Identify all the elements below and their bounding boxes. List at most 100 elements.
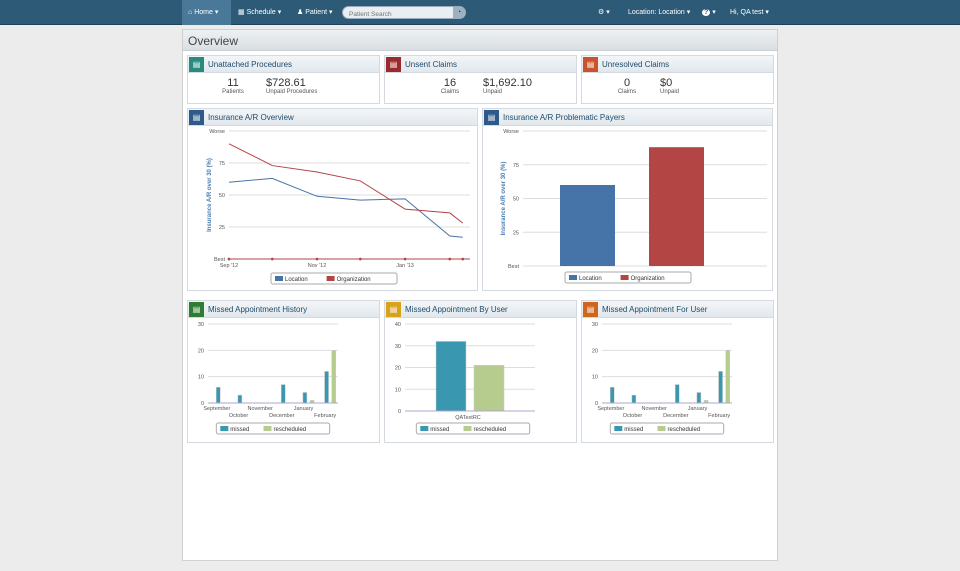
y-tick-label: 75 bbox=[219, 161, 225, 167]
legend-label: Location bbox=[579, 276, 602, 282]
summary-stat: 16 Claims bbox=[435, 77, 465, 95]
y-tick-label: 25 bbox=[219, 225, 225, 231]
y-tick-label: 40 bbox=[395, 322, 401, 328]
card-header: ▤ Missed Appointment By User bbox=[385, 301, 576, 318]
x-tick-label: Nov '12 bbox=[308, 263, 326, 269]
bar-missed bbox=[631, 394, 637, 404]
x-tick-label: October bbox=[229, 413, 249, 419]
y-tick-label: 30 bbox=[395, 344, 401, 350]
summary-card-0: ▤ Unattached Procedures 11 Patients $728.61 U… bbox=[187, 55, 380, 104]
x-tick-label: October bbox=[623, 413, 643, 419]
shield-icon: ▤ bbox=[189, 109, 204, 125]
legend-swatch bbox=[326, 276, 335, 281]
nav-patient[interactable]: ♟ Patient ▾ bbox=[297, 9, 333, 16]
x-tick-label: February bbox=[314, 413, 336, 419]
card-title: Missed Appointment For User bbox=[602, 304, 708, 314]
legend-swatch bbox=[620, 275, 629, 280]
series-line-location bbox=[228, 177, 463, 238]
y-tick-label: Worse bbox=[503, 129, 519, 135]
x-tick-label: September bbox=[597, 406, 624, 412]
calendar-user-icon: ▤ bbox=[583, 301, 598, 317]
legend-label: missed bbox=[230, 427, 249, 433]
legend bbox=[609, 422, 725, 435]
card-title: Unsent Claims bbox=[405, 59, 458, 69]
y-axis-label: Insurance A/R over 30 (%) bbox=[501, 162, 507, 236]
card-title: Insurance A/R Overview bbox=[208, 112, 294, 122]
legend bbox=[415, 422, 531, 435]
location-menu[interactable]: Location: Location ▾ bbox=[628, 9, 691, 16]
chart-svg: 0 10 20 30 40 QATestRC missed rescheduled bbox=[395, 322, 535, 435]
bar-missed bbox=[718, 371, 723, 404]
legend-label: rescheduled bbox=[274, 427, 307, 433]
nav-home-label: Home bbox=[194, 9, 213, 16]
card-header: ▤ Unsent Claims bbox=[385, 56, 576, 73]
stat-value: $728.61 bbox=[266, 77, 306, 89]
card-header: ▤ Unattached Procedures bbox=[188, 56, 379, 73]
nav-schedule[interactable]: ▦ Schedule ▾ bbox=[238, 9, 282, 16]
problematic-payers-card: ▤ Insurance A/R Problematic Payers Best 25 5… bbox=[482, 108, 773, 291]
shield-icon: ▤ bbox=[484, 109, 499, 125]
y-tick-label: 30 bbox=[592, 322, 598, 328]
stat-label: Claims bbox=[617, 89, 637, 95]
patient-search-input[interactable] bbox=[343, 9, 448, 20]
calendar-icon: ▤ bbox=[189, 301, 204, 317]
card-header: ▤ Missed Appointment For User bbox=[582, 301, 773, 318]
x-tick-label: December bbox=[663, 413, 689, 419]
missed-appointment-card: ▤ Missed Appointment For User 0 10 20 30 Septe… bbox=[581, 300, 774, 443]
stat-label: Claims bbox=[440, 89, 460, 95]
help-icon: ? bbox=[702, 9, 711, 16]
chart-svg: Best 25 50 75 Worse Insurance A/R over 30 (%)… bbox=[207, 129, 470, 285]
user-label: Hi, QA test bbox=[730, 9, 764, 16]
summary-stat: $0 Unpaid bbox=[660, 77, 679, 95]
location-label: Location: Location bbox=[628, 9, 685, 16]
y-tick-label: Best bbox=[508, 264, 519, 270]
stat-value: $1,692.10 bbox=[483, 77, 532, 89]
legend-swatch bbox=[420, 426, 429, 431]
search-icon[interactable]: ◔ bbox=[453, 7, 465, 18]
y-tick-label: 0 bbox=[595, 401, 598, 407]
bar-missed bbox=[435, 341, 467, 412]
y-tick-label: 0 bbox=[398, 409, 401, 415]
y-tick-label: 10 bbox=[395, 387, 401, 393]
nav-schedule-label: Schedule bbox=[246, 9, 276, 16]
claims-icon: ▤ bbox=[189, 56, 204, 72]
legend bbox=[215, 422, 331, 435]
legend-label: missed bbox=[624, 427, 643, 433]
legend-swatch bbox=[275, 276, 283, 281]
stat-value: 16 bbox=[443, 77, 457, 89]
bar-missed bbox=[302, 392, 308, 404]
stat-value: 0 bbox=[623, 77, 631, 89]
legend-swatch bbox=[569, 275, 577, 280]
nav-patient-label: Patient bbox=[305, 9, 328, 16]
settings-menu[interactable]: ⚙ ▾ bbox=[598, 9, 610, 16]
help-menu[interactable]: ? ▾ bbox=[702, 9, 716, 16]
legend-label: rescheduled bbox=[668, 427, 701, 433]
x-tick-label: September bbox=[203, 406, 230, 412]
card-header: ▤ Insurance A/R Overview bbox=[188, 109, 477, 126]
stat-label: Patients bbox=[222, 89, 244, 95]
bar-rescheduled bbox=[331, 350, 337, 404]
card-title: Missed Appointment History bbox=[208, 304, 308, 314]
card-title: Unresolved Claims bbox=[602, 59, 670, 69]
page-title: Overview bbox=[183, 30, 777, 51]
summary-card-1: ▤ Unsent Claims 16 Claims $1,692.10 Unpaid bbox=[384, 55, 577, 104]
legend-label: Organization bbox=[337, 277, 371, 283]
x-tick-label: November bbox=[641, 406, 667, 412]
card-header: ▤ Insurance A/R Problematic Payers bbox=[483, 109, 772, 126]
x-tick-label: January bbox=[688, 406, 708, 412]
bar-organization bbox=[649, 147, 704, 266]
y-tick-label: Best bbox=[214, 257, 225, 263]
user-menu[interactable]: Hi, QA test ▾ bbox=[730, 9, 769, 16]
y-tick-label: 10 bbox=[592, 375, 598, 381]
y-tick-label: 20 bbox=[198, 348, 204, 354]
card-title: Unattached Procedures bbox=[208, 59, 293, 69]
y-tick-label: 50 bbox=[513, 197, 519, 203]
bar-missed bbox=[280, 384, 286, 404]
nav-home[interactable]: ⌂ Home ▾ bbox=[182, 0, 231, 25]
x-tick-label: January bbox=[294, 406, 314, 412]
bar-missed bbox=[696, 392, 702, 404]
bar-missed bbox=[237, 394, 243, 404]
stat-label: Unpaid bbox=[660, 89, 680, 95]
patient-search: ◔ bbox=[342, 6, 466, 20]
series-line-organization bbox=[228, 143, 464, 224]
